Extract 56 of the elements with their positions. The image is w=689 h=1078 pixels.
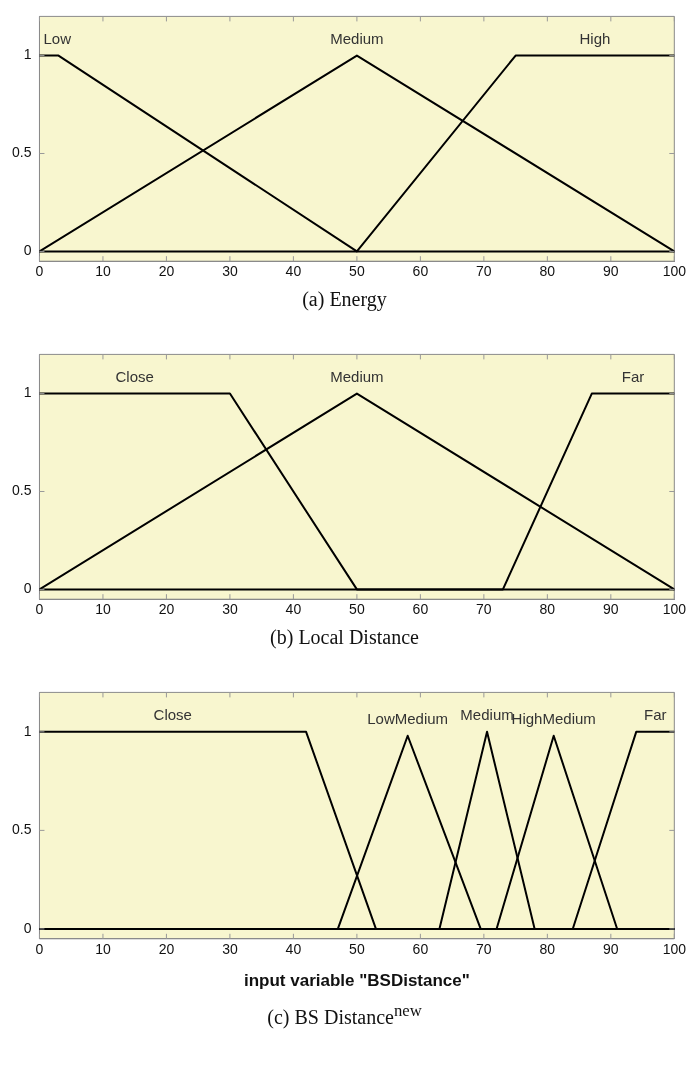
series-label: Close bbox=[153, 706, 192, 724]
x-tick-label: 70 bbox=[476, 601, 492, 618]
y-tick-label: 0.5 bbox=[11, 482, 32, 499]
y-tick-label: 1 bbox=[23, 722, 32, 739]
x-tick-label: 100 bbox=[662, 941, 687, 958]
y-tick-label: 0 bbox=[23, 919, 32, 936]
x-tick-label: 20 bbox=[158, 601, 175, 618]
x-tick-label: 70 bbox=[476, 263, 492, 280]
x-tick-label: 100 bbox=[662, 263, 687, 280]
x-tick-label: 40 bbox=[285, 601, 302, 618]
x-tick-label: 90 bbox=[603, 941, 619, 958]
x-tick-label: 40 bbox=[285, 941, 302, 958]
x-tick-label: 0 bbox=[35, 601, 44, 618]
series-label: Low bbox=[43, 30, 72, 48]
x-tick-label: 10 bbox=[95, 601, 111, 618]
x-tick-label: 50 bbox=[349, 941, 365, 958]
series-label: Far bbox=[644, 706, 667, 724]
series-label: Medium bbox=[330, 368, 384, 386]
text: (c) BS Distance$^{new}$ bbox=[266, 1000, 423, 1030]
x-tick-label: 60 bbox=[412, 601, 429, 618]
y-tick-label: 0 bbox=[23, 242, 32, 259]
x-tick-label: 40 bbox=[285, 263, 302, 280]
text: (b) Local Distance bbox=[269, 625, 420, 651]
x-tick-label: 100 bbox=[662, 601, 687, 618]
y-tick-label: 0 bbox=[23, 580, 32, 597]
x-tick-label: 30 bbox=[222, 601, 238, 618]
x-tick-label: 20 bbox=[158, 941, 175, 958]
x-tick-label: 20 bbox=[158, 263, 175, 280]
x-tick-label: 0 bbox=[35, 263, 44, 280]
x-tick-label: 30 bbox=[222, 941, 238, 958]
x-tick-label: 80 bbox=[539, 601, 556, 618]
series-label: Far bbox=[621, 368, 645, 386]
x-tick-label: 60 bbox=[412, 941, 429, 958]
x-tick-label: 60 bbox=[412, 263, 429, 280]
x-axis-title: input variable "BSDistance" bbox=[243, 971, 470, 991]
series-label: Close bbox=[115, 368, 154, 386]
x-tick-label: 80 bbox=[539, 941, 556, 958]
x-tick-label: 10 bbox=[95, 941, 111, 958]
x-tick-label: 90 bbox=[603, 263, 619, 280]
x-tick-label: 0 bbox=[35, 941, 44, 958]
y-tick-label: 1 bbox=[23, 384, 32, 401]
x-tick-label: 90 bbox=[603, 601, 619, 618]
series-label: LowMedium bbox=[367, 710, 449, 728]
series-label: HighMedium bbox=[511, 710, 596, 728]
x-tick-label: 80 bbox=[539, 263, 556, 280]
x-tick-label: 30 bbox=[222, 263, 238, 280]
series-label: High bbox=[579, 30, 611, 48]
x-tick-label: 70 bbox=[476, 941, 492, 958]
series-label: Medium bbox=[330, 30, 384, 48]
x-tick-label: 10 bbox=[95, 263, 111, 280]
text: (a) Energy bbox=[301, 287, 388, 313]
y-tick-label: 0.5 bbox=[11, 821, 32, 838]
x-tick-label: 50 bbox=[349, 601, 365, 618]
y-tick-label: 0.5 bbox=[11, 144, 32, 161]
x-tick-label: 50 bbox=[349, 263, 365, 280]
y-tick-label: 1 bbox=[23, 46, 32, 63]
